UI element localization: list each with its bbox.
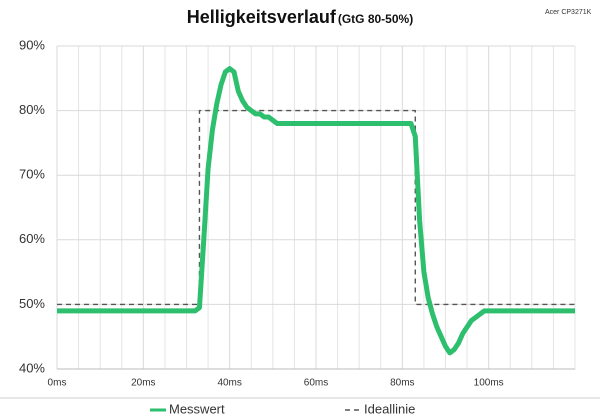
y-tick-label: 90% xyxy=(19,37,45,52)
series-line xyxy=(57,66,575,356)
chart-title: Helligkeitsverlauf xyxy=(187,7,337,27)
chart-subtitle: (GtG 80-50%) xyxy=(338,12,413,26)
legend-label: Ideallinie xyxy=(364,401,415,416)
y-tick-label: 70% xyxy=(19,167,45,182)
y-tick-label: 40% xyxy=(19,360,45,375)
x-tick-label: 40ms xyxy=(217,378,241,389)
y-tick-label: 50% xyxy=(19,296,45,311)
series-line xyxy=(57,109,575,306)
x-tick-label: 100ms xyxy=(474,378,504,389)
x-tick-label: 20ms xyxy=(131,378,155,389)
y-tick-label: 60% xyxy=(19,231,45,246)
x-tick-label: 80ms xyxy=(390,378,414,389)
x-tick-label: 0ms xyxy=(48,378,67,389)
device-note: Acer CP3271K xyxy=(545,9,592,16)
y-tick-label: 80% xyxy=(19,102,45,117)
x-tick-label: 60ms xyxy=(304,378,328,389)
legend-label: Messwert xyxy=(169,401,225,416)
